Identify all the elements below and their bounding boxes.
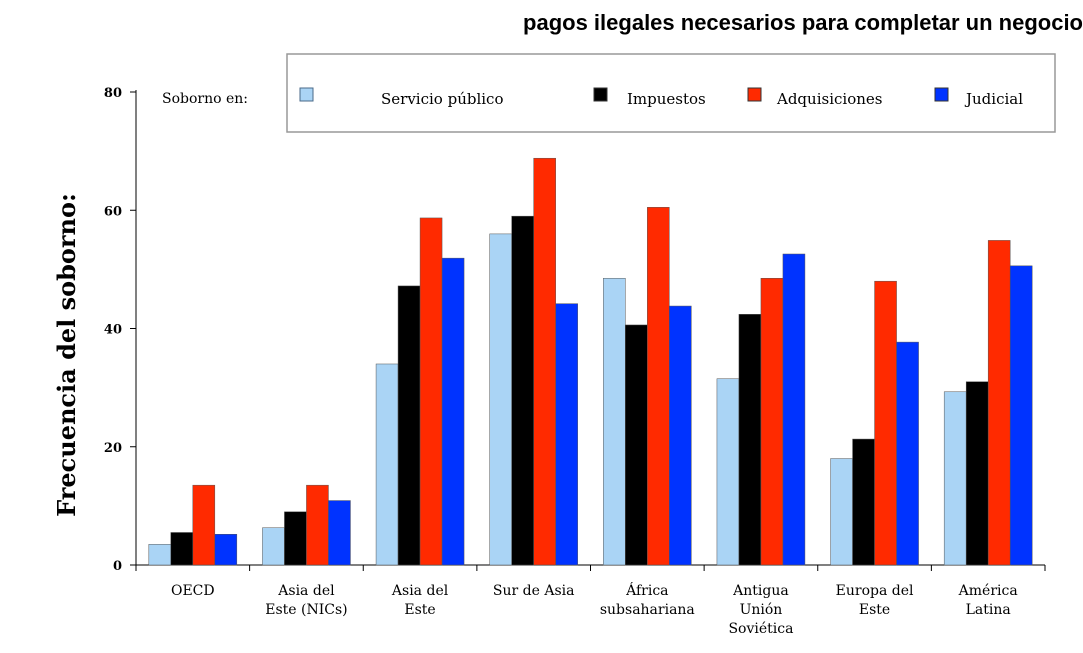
bar-impuestos: [625, 324, 648, 566]
bar-judicial: [896, 341, 919, 566]
legend-label: Judicial: [964, 90, 1023, 108]
bar-adquisiciones: [647, 207, 670, 566]
y-ticks: 0 20 40 60 80: [104, 86, 136, 574]
bar-impuestos: [284, 511, 307, 566]
x-tick-label: Europa del Este: [836, 583, 914, 618]
bar-adquisiciones: [533, 157, 556, 566]
bar-judicial: [782, 253, 806, 566]
x-tick-label: Sur de Asia: [493, 583, 575, 599]
bar-servicio-p-blico: [148, 544, 172, 566]
y-tick-label: 20: [104, 441, 122, 456]
legend: Servicio público Impuestos Adquisiciones Ju…: [299, 87, 1023, 108]
bar-adquisiciones: [760, 277, 784, 566]
bar-judicial: [555, 303, 578, 566]
bar-servicio-p-blico: [943, 391, 967, 566]
y-tick-label: 40: [104, 323, 122, 338]
legend-label: Servicio público: [381, 90, 503, 108]
legend-swatch: [299, 87, 314, 102]
bar-judicial: [214, 534, 238, 566]
bar-servicio-p-blico: [716, 378, 740, 566]
bar-impuestos: [852, 438, 875, 566]
bar-adquisiciones: [306, 484, 329, 566]
bar-impuestos: [511, 215, 534, 566]
chart-title: pagos ilegales necesarios para completar…: [523, 10, 1083, 35]
legend-box: [286, 53, 1056, 133]
bar-servicio-p-blico: [262, 527, 285, 566]
bar-judicial: [1009, 265, 1033, 566]
bar-adquisiciones: [192, 484, 216, 566]
bar-judicial: [441, 257, 465, 566]
x-tick-label: OECD: [171, 583, 215, 599]
y-tick-label: 80: [104, 86, 122, 101]
bar-adquisiciones: [987, 240, 1011, 566]
x-tick-label: Asia del Este: [391, 583, 449, 618]
bars: [148, 157, 1033, 566]
bar-judicial: [328, 500, 351, 566]
legend-title: Soborno en:: [162, 91, 248, 107]
bar-impuestos: [738, 314, 762, 566]
legend-swatch: [593, 87, 608, 102]
bar-impuestos: [965, 381, 989, 566]
x-tick-label: Antigua Unión Soviética: [728, 583, 793, 637]
legend-label: Impuestos: [627, 90, 706, 108]
bar-servicio-p-blico: [489, 233, 512, 566]
bar-judicial: [669, 305, 692, 566]
legend-swatch: [747, 87, 762, 102]
y-tick-label: 0: [113, 559, 122, 574]
bar-adquisiciones: [874, 280, 897, 566]
bar-servicio-p-blico: [603, 277, 626, 566]
bar-impuestos: [170, 532, 194, 566]
x-tick-label: América Latina: [958, 583, 1018, 618]
bar-impuestos: [397, 285, 421, 566]
y-tick-label: 60: [104, 204, 122, 219]
x-tick-label: Asia del Este (NICs): [265, 583, 347, 618]
y-axis-label: Frecuencia del soborno:: [52, 193, 81, 517]
x-tick-labels: OECD Asia del Este (NICs) Asia del Este Sur d…: [135, 565, 1046, 637]
legend-swatch: [934, 87, 949, 102]
legend-label: Adquisiciones: [776, 90, 882, 108]
x-tick-label: África subsahariana: [600, 581, 695, 618]
bar-servicio-p-blico: [830, 458, 853, 566]
bar-adquisiciones: [419, 217, 443, 566]
bar-servicio-p-blico: [375, 363, 399, 566]
